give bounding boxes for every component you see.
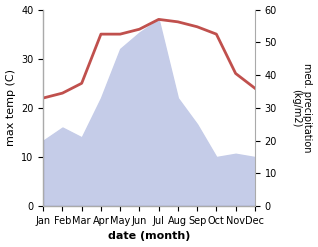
X-axis label: date (month): date (month) <box>108 231 190 242</box>
Y-axis label: max temp (C): max temp (C) <box>5 69 16 146</box>
Y-axis label: med. precipitation
(kg/m2): med. precipitation (kg/m2) <box>291 63 313 153</box>
